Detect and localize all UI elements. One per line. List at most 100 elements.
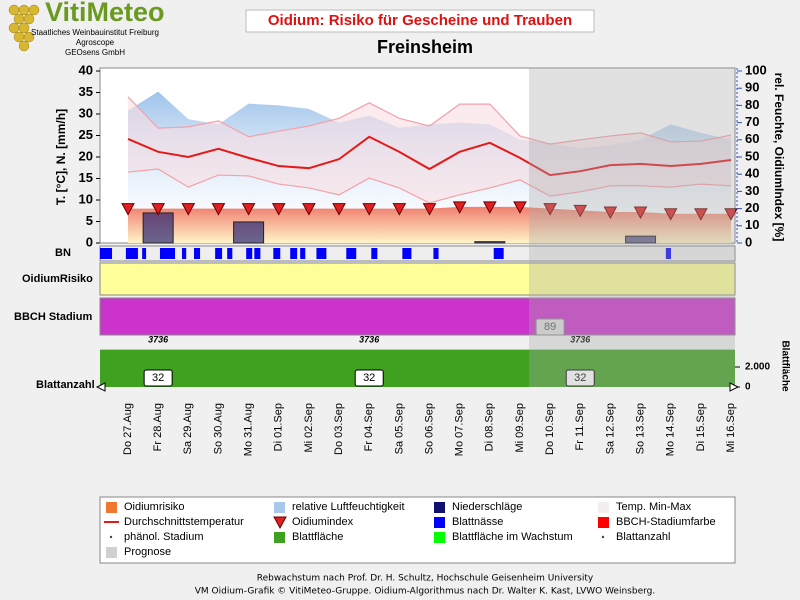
y2-tick-label: 30 <box>745 183 759 198</box>
temp-max-line <box>127 96 732 145</box>
leaf-wetness <box>227 248 233 259</box>
rain-bar <box>625 235 657 244</box>
scroll-right <box>729 382 740 392</box>
x-tick-label: Mi 02.Sep <box>303 403 315 453</box>
leaf-wetness <box>100 248 113 259</box>
legend-label: Oidiumrisiko <box>124 501 185 513</box>
legend-box <box>99 496 736 564</box>
legend-swatch <box>598 517 609 528</box>
x-tick-label: Mo 07.Sep <box>454 403 466 456</box>
leaf-wetness <box>254 248 261 259</box>
y2-tick-label: 90 <box>745 80 759 95</box>
leaf-wetness <box>665 248 672 259</box>
legend-label: Blattfläche <box>292 531 343 543</box>
oidium-index-marker <box>332 203 346 216</box>
leaf-count-box <box>143 369 173 387</box>
title-box <box>245 9 595 33</box>
legend-label: relative Luftfeuchtigkeit <box>292 501 405 513</box>
leaf-wetness <box>300 248 306 259</box>
oidium-index-marker <box>302 203 316 216</box>
legend-swatch <box>274 502 285 513</box>
y-tick-label: 20 <box>79 148 93 163</box>
legend-swatch <box>598 502 609 513</box>
leaf-count-label: 32 <box>152 372 164 384</box>
x-tick-label: Mi 16.Sep <box>725 403 737 453</box>
y2-tick-label: 40 <box>745 166 759 181</box>
row-label: OidiumRisiko <box>22 273 93 285</box>
leaf-wetness <box>290 248 298 259</box>
risk-row <box>99 262 736 296</box>
y-tick-label: 0 <box>86 234 93 249</box>
logo-grapes <box>8 4 40 52</box>
legend-label: Blattnässe <box>452 516 503 528</box>
x-tick-label: Di 01.Sep <box>273 403 285 451</box>
y-axis-label: T. [°C], N. [mm/h] <box>54 109 68 205</box>
leaf-wetness <box>142 248 147 259</box>
y2-tick-label: 10 <box>745 217 759 232</box>
legend-swatch <box>106 502 117 513</box>
leaf-wetness <box>159 248 176 259</box>
oidium-index-marker <box>543 203 557 216</box>
legend-label: Oidiumindex <box>292 516 354 528</box>
legend-swatch <box>601 535 605 539</box>
x-tick-label: Di 15.Sep <box>695 403 707 451</box>
legend-swatch <box>106 547 117 558</box>
x-tick-label: So 30.Aug <box>212 403 224 454</box>
oidium-index-marker <box>121 203 135 216</box>
y2-tick-label: 60 <box>745 131 759 146</box>
leaf-tick-label: 0 <box>745 382 751 393</box>
leaf-area-label: 3736 <box>570 334 591 344</box>
oidium-index-marker <box>241 203 256 216</box>
leaf-count-box <box>354 369 384 387</box>
y-tick-label: 40 <box>79 62 93 77</box>
legend-swatch <box>274 532 285 543</box>
title: Oidium: Risiko für Gescheine und Trauben <box>268 12 572 29</box>
footer: VM Oidium-Grafik © VitiMeteo-Gruppe. Oid… <box>195 587 655 597</box>
y2-tick-label: 50 <box>745 148 759 163</box>
oidium-index-marker <box>482 201 497 214</box>
y-tick-label: 15 <box>79 170 93 185</box>
scroll-left <box>95 382 106 392</box>
oidium-index-marker <box>181 203 196 216</box>
leaf-count-box <box>565 369 595 387</box>
leaf-axis-label: Blattfläche <box>779 340 790 392</box>
leaf-wetness <box>215 248 223 259</box>
x-tick-label: Sa 12.Sep <box>604 403 616 454</box>
logo: VitiMeteo <box>45 0 165 27</box>
x-tick-label: Fr 11.Sep <box>574 403 586 451</box>
leaf-area-label: 3736 <box>148 334 169 344</box>
institution: GEOsens GmbH <box>65 48 125 57</box>
legend-label: Temp. Min-Max <box>616 501 692 513</box>
y2-tick-label: 70 <box>745 114 759 129</box>
x-tick-label: Mi 09.Sep <box>514 403 526 453</box>
oidium-index-marker <box>422 203 437 216</box>
legend-label: Prognose <box>124 546 171 558</box>
rain-bar <box>474 241 506 244</box>
oidium-index-marker <box>724 208 738 221</box>
leaf-wetness <box>181 248 187 259</box>
bbch-label-box <box>535 318 565 336</box>
x-tick-label: So 13.Sep <box>634 403 646 454</box>
legend-swatch <box>434 502 445 513</box>
legend-label: BBCH-Stadiumfarbe <box>616 516 716 528</box>
legend-label: Blattfläche im Wachstum <box>452 531 573 543</box>
x-tick-label: Sa 29.Aug <box>182 403 194 454</box>
oidium-index-marker <box>392 203 407 216</box>
leaf-wetness <box>371 248 378 259</box>
legend-label: Niederschläge <box>452 501 522 513</box>
x-tick-label: Mo 14.Sep <box>665 403 677 456</box>
rain-bar <box>142 212 174 244</box>
oidium-index-marker <box>211 203 226 216</box>
temp-band <box>128 96 731 204</box>
row-label: BBCH Stadium <box>14 311 92 323</box>
oidium-index-marker <box>151 203 165 216</box>
leaf-count-label: 32 <box>574 372 586 384</box>
x-tick-label: Do 27.Aug <box>122 403 134 455</box>
x-tick-label: So 06.Sep <box>423 403 435 454</box>
temp-min-line <box>127 168 732 204</box>
leaf-wetness <box>273 248 281 259</box>
oidium-index-marker <box>694 208 708 221</box>
leaf-wetness <box>316 248 327 259</box>
leaf-wetness <box>346 248 357 259</box>
